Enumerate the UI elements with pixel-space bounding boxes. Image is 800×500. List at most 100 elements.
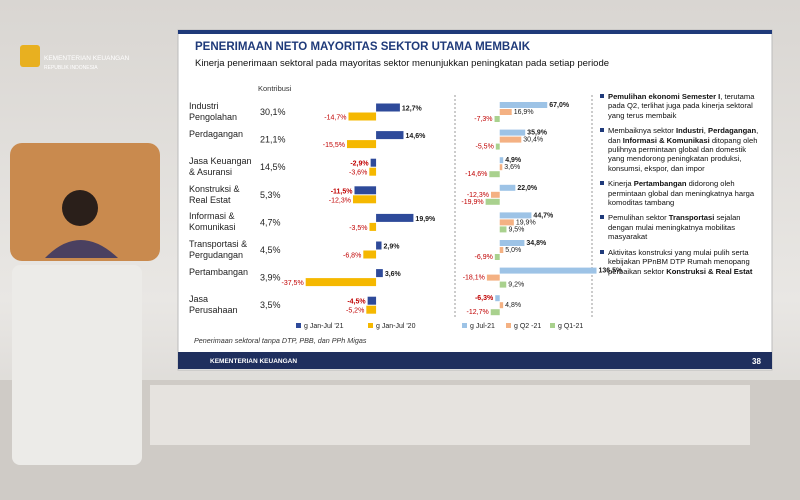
bullet-text: Informasi & Komunikasi bbox=[622, 135, 710, 145]
value-label: -19,9% bbox=[461, 199, 483, 206]
value-label: -2,9% bbox=[350, 161, 369, 168]
value-label: 14,6% bbox=[405, 133, 426, 140]
speaker-head bbox=[62, 190, 98, 226]
value-label: -37,5% bbox=[282, 280, 304, 287]
footer-text: KEMENTERIAN KEUANGAN bbox=[210, 358, 297, 365]
page-number: 38 bbox=[752, 357, 761, 366]
bar bbox=[499, 240, 525, 246]
bar bbox=[495, 143, 500, 150]
value-label: 3,6% bbox=[504, 164, 520, 171]
logo-icon bbox=[20, 45, 40, 67]
bullet: Membaiknya sektor Industri, Perdagangan,… bbox=[600, 126, 762, 173]
bar bbox=[370, 158, 377, 167]
bar bbox=[490, 309, 500, 316]
value-label: 44,7% bbox=[533, 212, 554, 219]
bullet-text: , dan bbox=[608, 126, 759, 145]
bar bbox=[354, 186, 377, 195]
logo-text: KEMENTERIAN KEUANGAN bbox=[44, 55, 130, 62]
bullet-text: Aktivitas konstruksi yang mulai pulih se… bbox=[608, 247, 750, 276]
value-label: 9,2% bbox=[508, 282, 524, 289]
sector-label: Jasa Keuangan & Asuransi bbox=[189, 156, 252, 178]
bar bbox=[494, 116, 500, 122]
slide-top-bar bbox=[178, 30, 772, 34]
value-label: -14,6% bbox=[465, 171, 487, 178]
pedestal bbox=[12, 265, 142, 465]
value-label: -12,7% bbox=[467, 309, 489, 316]
value-label: -14,7% bbox=[324, 115, 346, 122]
bullet-text: Pemulihan ekonomi Semester I bbox=[608, 92, 721, 101]
value-label: 19,9% bbox=[415, 216, 436, 223]
value-label: -3,5% bbox=[349, 225, 367, 232]
legend-label: g Q2 -21 bbox=[514, 323, 541, 330]
bullet-text: sejalan dengan mulai meningkatnya mobili… bbox=[608, 213, 741, 242]
bullet-text: ditopang oleh pulihnya permintaan global… bbox=[608, 135, 758, 173]
value-label: -3,6% bbox=[349, 170, 367, 177]
contribution: 3,5% bbox=[260, 300, 281, 310]
contribution: 4,7% bbox=[260, 217, 281, 227]
bullet-text: Transportasi bbox=[668, 213, 715, 223]
bar bbox=[499, 157, 504, 164]
bar bbox=[366, 305, 377, 314]
contribution: 5,3% bbox=[260, 190, 281, 200]
footer-bar bbox=[178, 352, 772, 369]
footnote: Penerimaan sektoral tanpa DTP, PBB, dan … bbox=[194, 336, 367, 345]
bullet: Pemulihan ekonomi Semester I, terutama p… bbox=[600, 92, 762, 120]
sector-label: Jasa Perusahaan bbox=[189, 294, 238, 316]
bullet-text: Perdagangan bbox=[708, 126, 757, 136]
value-label: -7,3% bbox=[474, 116, 492, 123]
value-label: -6,8% bbox=[343, 253, 361, 260]
contribution: 3,9% bbox=[260, 273, 281, 283]
bar bbox=[305, 278, 377, 287]
bar bbox=[499, 219, 514, 226]
value-label: 9,5% bbox=[508, 226, 524, 233]
bullet: Pemulihan sektor Transportasi sejalan de… bbox=[600, 213, 762, 241]
bar bbox=[499, 302, 504, 309]
bar bbox=[499, 212, 532, 219]
bar bbox=[499, 109, 512, 115]
bullet-text: Industri bbox=[675, 126, 704, 136]
bar bbox=[499, 267, 597, 274]
bar bbox=[486, 274, 500, 281]
bar bbox=[367, 296, 377, 305]
legend-swatch bbox=[368, 323, 373, 328]
bullet-text: Pemulihan sektor bbox=[608, 213, 669, 223]
value-label: 2,9% bbox=[384, 244, 401, 251]
sector-label: Informasi & Komunikasi bbox=[189, 211, 236, 233]
value-label: -6,3% bbox=[475, 295, 494, 302]
bullet-list: Pemulihan ekonomi Semester I, terutama p… bbox=[600, 92, 762, 282]
bar bbox=[499, 164, 503, 171]
legend-swatch bbox=[506, 323, 511, 328]
bar bbox=[499, 129, 526, 136]
bar bbox=[346, 140, 377, 149]
value-label: -6,9% bbox=[475, 254, 493, 261]
bar bbox=[499, 136, 522, 143]
legend-swatch bbox=[462, 323, 467, 328]
legend-swatch bbox=[550, 323, 555, 328]
bar bbox=[369, 222, 377, 231]
value-label: -12,3% bbox=[467, 192, 489, 199]
value-label: 4,8% bbox=[505, 302, 521, 309]
value-label: 4,9% bbox=[505, 157, 522, 164]
bar bbox=[376, 269, 383, 278]
bar bbox=[499, 226, 507, 233]
sector-label: Perdagangan bbox=[189, 128, 244, 139]
bullet-text: , bbox=[703, 126, 709, 136]
speaker-body bbox=[45, 240, 118, 258]
legend-swatch bbox=[296, 323, 301, 328]
bullet-text: didorong oleh permintaan global dan meni… bbox=[608, 179, 755, 208]
bar bbox=[376, 131, 404, 140]
value-label: 16,9% bbox=[514, 109, 534, 116]
contribution: 21,1% bbox=[260, 135, 286, 145]
value-label: -11,5% bbox=[331, 188, 354, 195]
logo-subtext: REPUBLIK INDONESIA bbox=[44, 65, 98, 71]
value-label: -15,5% bbox=[323, 142, 345, 149]
bar bbox=[369, 167, 377, 176]
legend-label: g Q1-21 bbox=[558, 323, 583, 330]
value-label: 5,0% bbox=[505, 247, 521, 254]
sector-label: Transportasi & Pergudangan bbox=[189, 239, 248, 260]
sector-label: Pertambangan bbox=[189, 266, 249, 277]
value-label: 34,8% bbox=[526, 240, 547, 247]
bar bbox=[376, 213, 414, 222]
